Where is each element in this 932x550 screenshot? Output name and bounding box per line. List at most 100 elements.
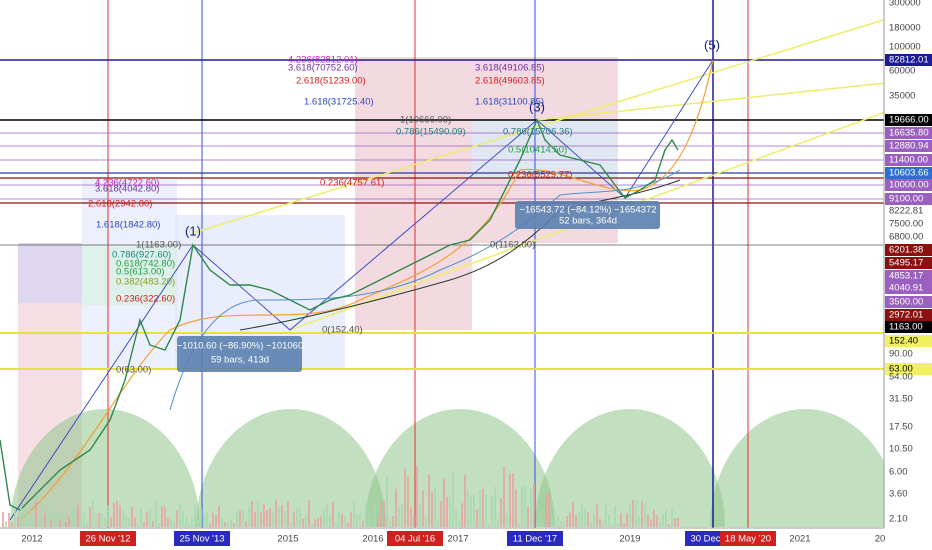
volume-bar xyxy=(437,518,439,527)
volume-bar xyxy=(335,521,337,527)
volume-bar xyxy=(215,515,217,527)
volume-bar xyxy=(248,507,250,527)
price-label-box xyxy=(885,257,932,269)
volume-bar xyxy=(290,522,292,527)
volume-bar xyxy=(146,512,148,527)
volume-bar xyxy=(287,501,289,527)
volume-bar xyxy=(233,523,235,527)
volume-bar xyxy=(122,510,124,527)
price-label: 100000 xyxy=(889,42,921,53)
wave-line xyxy=(9,59,714,521)
volume-bar xyxy=(119,505,121,527)
volume-bar xyxy=(47,507,49,527)
volume-bar xyxy=(671,508,673,527)
volume-bar xyxy=(647,514,649,527)
volume-bar xyxy=(389,518,391,527)
measure-box xyxy=(177,336,302,372)
volume-bar xyxy=(506,513,508,527)
volume-bar xyxy=(140,509,142,527)
volume-bar xyxy=(362,520,364,527)
cycle-arc xyxy=(196,409,386,527)
fib-label: 0.786(15706.36) xyxy=(503,127,573,138)
price-label: 10.50 xyxy=(889,444,913,455)
price-label-box xyxy=(885,282,932,294)
moving-average xyxy=(169,169,681,411)
volume-bar xyxy=(626,513,628,527)
volume-bar xyxy=(587,512,589,527)
time-label: 26 Nov '12 xyxy=(85,534,130,545)
volume-bar xyxy=(131,506,133,527)
volume-bar xyxy=(407,476,409,527)
volume-bar xyxy=(308,500,310,527)
volume-bar xyxy=(224,522,226,527)
fib-label: 3.618(4042.80) xyxy=(95,184,159,195)
volume-bar xyxy=(353,501,355,527)
volume-bar xyxy=(134,517,136,527)
volume-bar xyxy=(581,504,583,527)
time-label: 2021 xyxy=(789,534,810,545)
volume-bar xyxy=(656,515,658,527)
price-label: 5495.17 xyxy=(889,258,923,269)
volume-bar xyxy=(20,507,22,527)
volume-bar xyxy=(659,521,661,527)
volume-bar xyxy=(455,509,457,527)
price-label-box xyxy=(885,154,932,166)
volume-bar xyxy=(41,500,43,527)
volume-bar xyxy=(314,519,316,527)
price-label: 35000 xyxy=(889,91,915,102)
volume-bar xyxy=(578,512,580,527)
fib-label: 2.618(49603.85) xyxy=(475,76,545,87)
volume-bar xyxy=(155,501,157,527)
volume-bar xyxy=(512,473,514,527)
price-label: 63.00 xyxy=(889,364,913,375)
fib-label: 0(1163.00) xyxy=(490,240,535,251)
price-label: 12880.94 xyxy=(889,141,929,152)
fib-label: 0(63.00) xyxy=(116,365,151,376)
volume-bar xyxy=(263,504,265,527)
time-label: 2019 xyxy=(619,534,640,545)
time-label-box xyxy=(507,531,563,546)
price-label: 4040.91 xyxy=(889,283,923,294)
volume-bar xyxy=(194,504,196,527)
volume-bar xyxy=(572,501,574,527)
volume-bar xyxy=(539,516,541,527)
volume-bar xyxy=(599,518,601,527)
volume-bar xyxy=(338,511,340,527)
price-label: 90.00 xyxy=(889,349,913,360)
volume-bar xyxy=(503,466,505,527)
volume-bar xyxy=(356,513,358,527)
volume-bar xyxy=(116,500,118,527)
measure-change: −1010.60 (−86.90%) −101060 xyxy=(177,341,304,352)
volume-bar xyxy=(212,512,214,527)
volume-bar xyxy=(401,504,403,527)
volume-bar xyxy=(98,513,100,527)
volume-bar xyxy=(392,515,394,527)
volume-bar xyxy=(398,507,400,527)
volume-bar xyxy=(623,523,625,527)
volume-bar xyxy=(560,521,562,527)
price-label-box xyxy=(885,335,932,347)
fib-label: 0.5(10414.50) xyxy=(508,145,567,156)
price-label-box xyxy=(885,363,932,375)
volume-bar xyxy=(137,523,139,527)
volume-bar xyxy=(311,523,313,527)
volume-bar xyxy=(323,509,325,527)
fib-label: 0.618(742.80) xyxy=(116,259,175,270)
volume-bar xyxy=(11,522,13,527)
price-label-box xyxy=(885,167,932,179)
price-label: 8222.81 xyxy=(889,206,923,217)
price-label-box xyxy=(885,309,932,321)
volume-bar xyxy=(518,522,520,527)
volume-bar xyxy=(416,466,418,527)
volume xyxy=(2,466,679,527)
volume-bar xyxy=(395,488,397,527)
volume-bar xyxy=(317,518,319,527)
volume-bar xyxy=(515,489,517,527)
volume-bar xyxy=(533,483,535,527)
volume-bar xyxy=(5,521,7,527)
price-label: 7500.00 xyxy=(889,219,923,230)
volume-bar xyxy=(491,496,493,527)
volume-bar xyxy=(320,516,322,527)
volume-bar xyxy=(332,501,334,527)
volume-bar xyxy=(593,513,595,527)
